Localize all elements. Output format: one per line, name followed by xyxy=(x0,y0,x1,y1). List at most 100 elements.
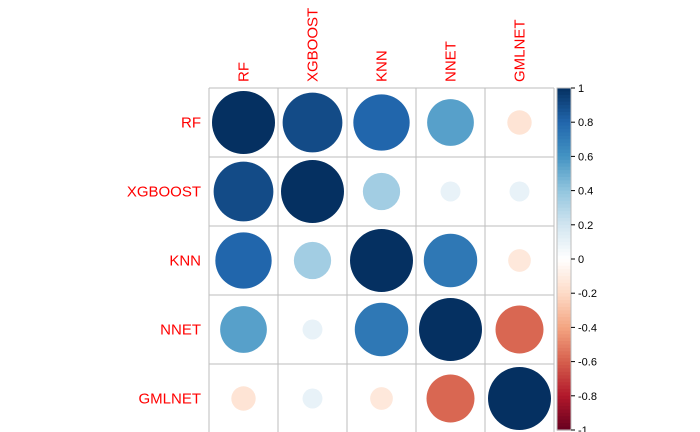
colorbar-segment xyxy=(557,176,571,181)
correlation-circles xyxy=(212,91,551,430)
row-label: XGBOOST xyxy=(127,184,201,201)
column-labels: RF XGBOOST KNN NNET GMLNET xyxy=(236,8,529,82)
colorbar-segment xyxy=(557,132,571,137)
colorbar-segment xyxy=(557,327,571,332)
colorbar-segment xyxy=(557,217,571,222)
colorbar-segment xyxy=(557,320,571,325)
colorbar-segment xyxy=(557,358,571,363)
colorbar-segment xyxy=(557,351,571,356)
colorbar-segment xyxy=(557,139,571,144)
colorbar-segment xyxy=(557,423,571,428)
colorbar-segment xyxy=(557,135,571,140)
colorbar-segment xyxy=(557,392,571,397)
correlation-circle-xgboost-xgboost xyxy=(281,160,344,223)
correlation-circle-nnet-xgboost xyxy=(302,319,323,340)
colorbar-segment xyxy=(557,88,571,93)
colorbar-segment xyxy=(557,406,571,411)
correlation-circle-knn-knn xyxy=(350,229,413,292)
colorbar-segment xyxy=(557,211,571,216)
colorbar-segment xyxy=(557,409,571,414)
colorbar-segment xyxy=(557,365,571,370)
colorbar-tick-label: 1 xyxy=(578,83,584,95)
colorbar-tick-label: 0.6 xyxy=(578,151,593,163)
colorbar-segment xyxy=(557,313,571,318)
colorbar-legend: 1 0.8 0.6 0.4 0.2 0 -0.2 -0.4 -0.6 -0.8 -1 xyxy=(556,83,597,432)
colorbar-tick-label: -0.8 xyxy=(578,391,597,403)
column-label: GMLNET xyxy=(512,19,529,82)
correlation-circle-knn-rf xyxy=(215,232,272,289)
colorbar-segment xyxy=(557,94,571,99)
colorbar-segment xyxy=(557,187,571,192)
colorbar-segment xyxy=(557,159,571,164)
correlation-circle-gmlnet-xgboost xyxy=(302,388,323,409)
correlation-circle-rf-knn xyxy=(353,94,410,151)
colorbar-segment xyxy=(557,118,571,123)
colorbar-segment xyxy=(557,245,571,250)
colorbar-segment xyxy=(557,279,571,284)
colorbar-segment xyxy=(557,238,571,243)
colorbar-tick-label: -0.6 xyxy=(578,357,597,369)
correlation-circle-knn-nnet xyxy=(423,233,478,288)
colorbar-tick-label: -0.4 xyxy=(578,322,597,334)
correlation-circle-gmlnet-nnet xyxy=(426,374,475,423)
colorbar-segment xyxy=(557,262,571,267)
colorbar-tick-label: 0.2 xyxy=(578,220,593,232)
grid xyxy=(208,87,555,432)
colorbar-segment xyxy=(557,115,571,120)
colorbar-segment xyxy=(557,306,571,311)
colorbar-segment xyxy=(557,200,571,205)
correlation-circle-nnet-rf xyxy=(220,306,267,353)
colorbar-segment xyxy=(557,231,571,236)
correlation-circle-xgboost-gmlnet xyxy=(509,181,530,202)
colorbar-segment xyxy=(557,149,571,154)
colorbar-segment xyxy=(557,265,571,270)
colorbar-segment xyxy=(557,385,571,390)
colorbar-segment xyxy=(557,170,571,175)
colorbar-segment xyxy=(557,142,571,147)
row-label: GMLNET xyxy=(138,391,201,408)
colorbar-segment xyxy=(557,221,571,226)
correlation-circle-xgboost-nnet xyxy=(440,181,461,202)
colorbar-segment xyxy=(557,166,571,171)
colorbar-segment xyxy=(557,382,571,387)
colorbar-segment xyxy=(557,378,571,383)
colorbar-segment xyxy=(557,272,571,277)
colorbar-segment xyxy=(557,402,571,407)
row-label: NNET xyxy=(160,322,201,339)
colorbar-segment xyxy=(557,194,571,199)
colorbar-segment xyxy=(557,310,571,315)
colorbar-segment xyxy=(557,252,571,257)
colorbar-segment xyxy=(557,395,571,400)
colorbar-segment xyxy=(557,303,571,308)
column-label: NNET xyxy=(443,41,460,82)
correlation-circle-rf-xgboost xyxy=(282,92,343,153)
colorbar-segment xyxy=(557,371,571,376)
colorbar-segment xyxy=(557,259,571,264)
colorbar-segment xyxy=(557,334,571,339)
colorbar-segment xyxy=(557,122,571,127)
colorbar-segment xyxy=(557,235,571,240)
colorbar-segment xyxy=(557,248,571,253)
correlation-circle-gmlnet-gmlnet xyxy=(488,367,551,430)
colorbar-segment xyxy=(557,129,571,134)
colorbar-segment xyxy=(557,412,571,417)
colorbar-segment xyxy=(557,190,571,195)
correlation-circle-xgboost-rf xyxy=(213,161,274,222)
colorbar-segment xyxy=(557,105,571,110)
colorbar-segment xyxy=(557,197,571,202)
colorbar-segment xyxy=(557,323,571,328)
colorbar-segment xyxy=(557,241,571,246)
colorbar-segment xyxy=(557,368,571,373)
colorbar-segment xyxy=(557,111,571,116)
colorbar-segment xyxy=(557,330,571,335)
colorbar-segment xyxy=(557,183,571,188)
colorbar-segment xyxy=(557,282,571,287)
colorbar-segment xyxy=(557,255,571,260)
colorbar-segment xyxy=(557,375,571,380)
colorbar-tick-label: 0.8 xyxy=(578,117,593,129)
correlation-circle-nnet-gmlnet xyxy=(495,305,544,354)
correlation-circle-rf-gmlnet xyxy=(507,110,532,135)
colorbar-tick-label: 0 xyxy=(578,254,584,266)
colorbar-segment xyxy=(557,152,571,157)
